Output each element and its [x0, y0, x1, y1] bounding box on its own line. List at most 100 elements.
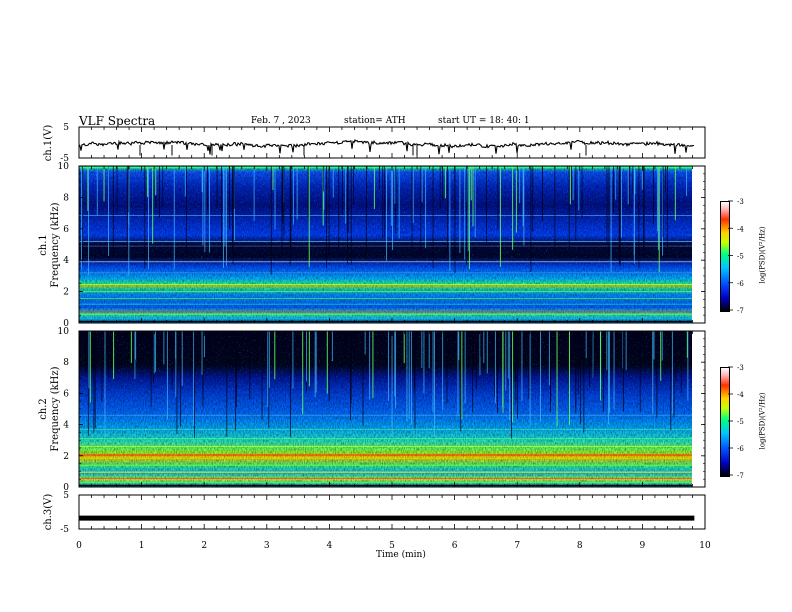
- ch1-sferic-streak: [432, 166, 434, 269]
- ch2-sferic-streak: [226, 331, 228, 437]
- ch2-spectral-line: [79, 445, 692, 447]
- ch2-sferic-streak: [580, 331, 582, 425]
- ch1-sferic-streak: [207, 166, 208, 211]
- ch1-sferic-streak: [158, 166, 160, 219]
- ch1-sferic-streak: [666, 166, 668, 251]
- ch2-sferic-streak: [203, 331, 205, 358]
- ch1-spectral-line: [79, 320, 692, 323]
- ch1-sferic-streak: [386, 166, 387, 261]
- ch1-sferic-streak: [253, 166, 255, 222]
- ch1-sferic-streak: [486, 166, 487, 245]
- x-tick-label: 9: [640, 541, 646, 551]
- ch2-spectral-line: [79, 414, 692, 416]
- ch1-sferic-streak: [322, 166, 324, 226]
- ch1-sferic-streak: [656, 166, 658, 232]
- ch1-sferic-streak: [224, 166, 226, 247]
- ch2-sferic-streak: [314, 331, 316, 398]
- ch1-sferic-streak: [270, 166, 272, 275]
- ch2-sferic-streak: [432, 331, 434, 413]
- ch2-sferic-streak: [93, 331, 95, 433]
- ch2-sferic-streak: [585, 331, 587, 359]
- ch3-waveform: [79, 515, 695, 521]
- ch2-sferic-streak: [521, 331, 523, 402]
- ch2-sferic-streak: [556, 331, 558, 427]
- ch1-sferic-streak: [542, 166, 543, 221]
- ch2-colorbar-tick-label: -3: [737, 364, 744, 372]
- ch2-sferic-streak: [622, 331, 624, 369]
- ch1-sferic-streak: [615, 166, 617, 200]
- ch2-sferic-streak: [309, 331, 311, 363]
- ch1-sferic-streak: [184, 166, 186, 197]
- ch2-sferic-streak: [249, 331, 251, 400]
- ch1-sferic-streak: [282, 166, 284, 224]
- ch2-sferic-streak: [87, 331, 89, 437]
- ch1-sferic-streak: [173, 166, 175, 270]
- ch1-sferic-streak: [144, 166, 146, 269]
- x-tick-label: 0: [76, 541, 82, 551]
- x-tick-label: 5: [389, 541, 395, 551]
- ch2-sferic-streak: [88, 331, 90, 389]
- ch2-sferic-streak: [154, 331, 156, 372]
- ch2-sferic-streak: [200, 331, 201, 357]
- ch2-sferic-streak: [480, 331, 482, 358]
- ch2-sferic-streak: [413, 331, 415, 390]
- ch2-sferic-streak: [346, 331, 348, 366]
- ch2-sferic-streak: [274, 331, 276, 380]
- ch2-sferic-streak: [328, 331, 330, 402]
- ch1-sferic-streak: [326, 166, 327, 268]
- ch1-sferic-streak: [281, 166, 283, 255]
- chart-title: VLF Spectra: [79, 114, 156, 128]
- ch2-sferic-streak: [653, 331, 655, 360]
- ch1-sferic-streak: [274, 166, 276, 230]
- ch2-sferic-streak: [494, 331, 495, 398]
- ch2-sferic-streak: [101, 331, 103, 402]
- ch1-sferic-streak: [568, 166, 570, 247]
- ch2-sferic-streak: [548, 331, 550, 386]
- ch1-spectral-line: [79, 303, 692, 305]
- ch2-sferic-streak: [171, 331, 173, 390]
- ch1-y-tick-label: 10: [58, 162, 70, 172]
- ch2-y-tick-label: 0: [63, 483, 69, 493]
- ch1-sferic-streak: [497, 166, 499, 230]
- ch2-sferic-streak: [428, 331, 430, 369]
- ch2-sferic-streak: [671, 331, 673, 414]
- ch2-sferic-streak: [108, 331, 110, 379]
- ch1-sferic-streak: [470, 166, 472, 201]
- ch1-sferic-streak: [112, 166, 114, 256]
- ch2-sferic-streak: [306, 331, 307, 382]
- ch2-sferic-streak: [302, 331, 304, 415]
- ch1-sferic-streak: [578, 166, 580, 211]
- x-tick-label: 2: [201, 541, 207, 551]
- ch1-sferic-streak: [223, 166, 224, 268]
- ch2-sferic-streak: [540, 331, 541, 422]
- ch2-sferic-streak: [652, 331, 654, 414]
- ch2-y-tick-label: 6: [63, 389, 69, 399]
- ch1-voltage-tick-label: -5: [60, 154, 69, 164]
- ch1-sferic-streak: [390, 166, 392, 226]
- ch1-spectral-line: [79, 166, 692, 169]
- ch2-sferic-streak: [202, 331, 204, 407]
- ch2-sferic-streak: [599, 331, 601, 401]
- x-tick-label: 10: [699, 541, 711, 551]
- ch2-sferic-streak: [680, 331, 682, 393]
- ch1-sferic-streak: [442, 166, 443, 202]
- ch1-sferic-streak: [96, 166, 98, 216]
- ch2-sferic-streak: [625, 331, 627, 371]
- ch1-sferic-streak: [610, 166, 612, 273]
- ch1-sferic-streak: [308, 166, 310, 267]
- ch1-sferic-streak: [662, 166, 663, 256]
- ch2-sferic-streak: [603, 331, 604, 412]
- ch2-sferic-streak: [660, 331, 662, 381]
- ch2-sferic-streak: [472, 331, 474, 413]
- ch2-sferic-streak: [153, 331, 155, 374]
- ch2-sferic-streak: [166, 331, 168, 420]
- ch1-sferic-streak: [127, 166, 129, 213]
- ch2-colorbar-tick-label: -7: [737, 472, 744, 480]
- ch2-sferic-streak: [461, 331, 463, 420]
- ch1-spectral-line: [79, 284, 692, 286]
- ch2-sferic-streak: [479, 331, 481, 376]
- ch1-spectral-line: [79, 317, 692, 319]
- ch1-sferic-streak: [472, 166, 474, 227]
- ch2-sferic-streak: [315, 331, 317, 393]
- ch1-sferic-streak: [338, 166, 340, 248]
